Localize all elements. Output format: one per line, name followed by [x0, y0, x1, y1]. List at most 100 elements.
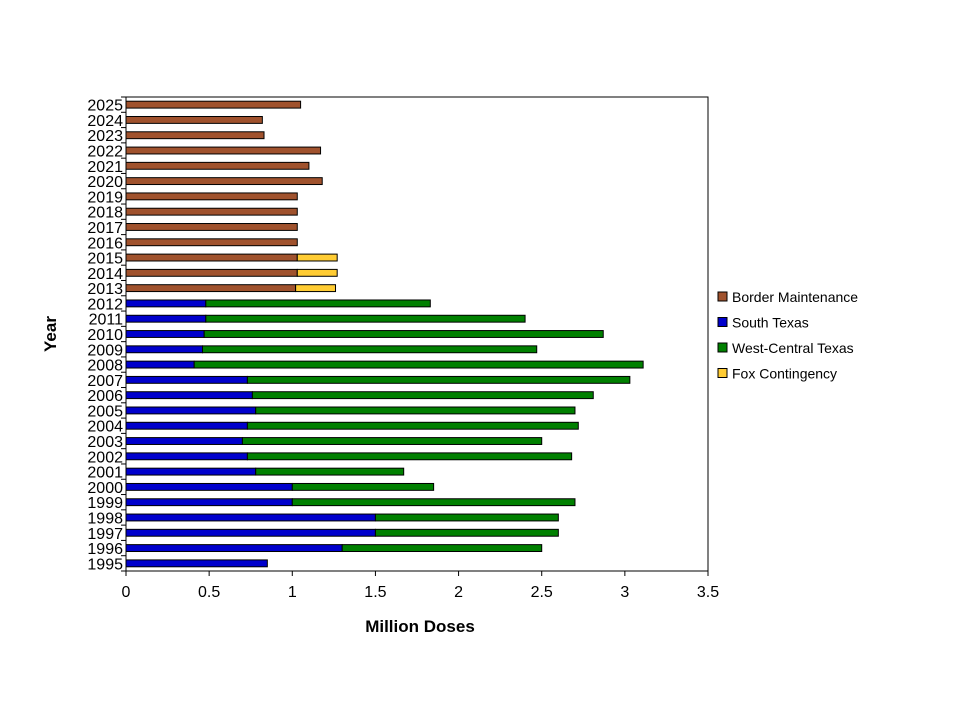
x-axis-ticks: 0 0.5 1 1.5 2 2.5 3 3.5 — [122, 571, 719, 601]
y-tick-label-2010: 2010 — [87, 327, 123, 344]
bar-1998-series-2 — [374, 513, 559, 522]
y-tick-label-2019: 2019 — [87, 189, 123, 206]
bar-2011-series-1 — [125, 314, 207, 323]
y-tick-label-1996: 1996 — [87, 541, 123, 558]
bar-2001-series-1 — [125, 467, 257, 476]
bar-2009-series-2 — [201, 345, 538, 354]
bar-2010-series-2 — [203, 330, 604, 338]
bar-2021-series-0 — [125, 161, 310, 170]
bar-2015-series-3 — [296, 253, 338, 262]
bar-1997-series-1 — [125, 528, 376, 537]
y-tick-label-1997: 1997 — [87, 526, 123, 543]
bar-2019-series-0 — [125, 192, 298, 201]
y-tick-label-2003: 2003 — [87, 434, 123, 451]
y-tick-label-2008: 2008 — [87, 358, 123, 375]
bar-2015-series-0 — [125, 253, 298, 262]
y-tick-label-1998: 1998 — [87, 510, 123, 527]
bar-2008-series-2 — [193, 360, 644, 369]
x-tick-label-2.5: 2.5 — [531, 584, 553, 601]
x-tick-label-3.5: 3.5 — [697, 584, 719, 601]
x-tick-label-1.5: 1.5 — [364, 584, 386, 601]
bar-2003-series-2 — [241, 437, 543, 445]
bar-2006-series-2 — [251, 391, 594, 400]
bar-2002-series-1 — [125, 452, 248, 461]
legend-label-3: Fox Contingency — [732, 366, 837, 382]
bar-2002-series-2 — [246, 452, 573, 461]
bar-1996-series-2 — [341, 544, 543, 553]
x-axis-title: Million Doses — [365, 617, 475, 636]
y-tick-label-1999: 1999 — [87, 495, 123, 512]
bar-2007-series-1 — [125, 375, 248, 384]
y-tick-label-2018: 2018 — [87, 205, 123, 222]
bar-2005-series-2 — [255, 406, 576, 415]
bar-2023-series-0 — [125, 131, 265, 140]
bar-2013-series-3 — [295, 284, 337, 293]
y-tick-label-2000: 2000 — [87, 480, 123, 497]
bar-2001-series-2 — [255, 467, 405, 476]
legend-swatch-3 — [717, 368, 728, 378]
y-tick-label-2021: 2021 — [87, 159, 123, 176]
bar-2012-series-1 — [125, 299, 207, 308]
bar-2024-series-0 — [125, 115, 263, 124]
bar-group — [125, 100, 644, 568]
bar-2004-series-2 — [246, 421, 579, 430]
bar-2014-series-3 — [296, 268, 338, 277]
bar-2012-series-2 — [205, 299, 431, 308]
y-tick-label-2025: 2025 — [87, 98, 123, 115]
y-tick-label-2004: 2004 — [87, 419, 123, 436]
bar-1999-series-1 — [125, 498, 293, 507]
legend-label-1: South Texas — [732, 315, 809, 331]
bar-1997-series-2 — [374, 528, 559, 537]
bar-2009-series-1 — [125, 345, 203, 354]
bar-2022-series-0 — [125, 146, 322, 155]
y-axis-ticks: 1995199619971998199920002001200220032004… — [87, 96, 126, 573]
y-tick-label-2015: 2015 — [87, 251, 123, 268]
y-tick-label-2023: 2023 — [87, 128, 123, 145]
y-tick-label-2024: 2024 — [87, 113, 123, 130]
x-tick-label-0: 0 — [122, 584, 131, 601]
legend-label-2: West-Central Texas — [732, 340, 854, 356]
x-tick-label-3: 3 — [620, 584, 629, 601]
bar-1998-series-1 — [125, 513, 376, 522]
legend-swatch-2 — [717, 342, 728, 353]
y-tick-label-2014: 2014 — [87, 266, 123, 283]
y-tick-label-2013: 2013 — [87, 281, 123, 298]
y-tick-label-2001: 2001 — [87, 465, 123, 482]
y-tick-label-2012: 2012 — [87, 296, 123, 313]
y-tick-label-2022: 2022 — [87, 144, 123, 161]
y-tick-label-1995: 1995 — [87, 556, 123, 573]
bar-2018-series-0 — [125, 207, 298, 216]
y-tick-label-2011: 2011 — [89, 312, 124, 329]
bar-2011-series-2 — [205, 314, 526, 323]
bar-2005-series-1 — [125, 406, 257, 415]
bar-2000-series-2 — [291, 482, 435, 491]
bar-2025-series-0 — [125, 100, 302, 109]
y-axis-title: Year — [41, 316, 60, 352]
bar-2013-series-0 — [125, 284, 297, 293]
bar-1999-series-2 — [291, 498, 576, 507]
y-tick-label-2009: 2009 — [87, 342, 123, 359]
x-tick-label-0.5: 0.5 — [198, 584, 220, 601]
y-tick-label-2020: 2020 — [87, 174, 123, 191]
y-tick-label-2002: 2002 — [87, 449, 123, 466]
bar-2004-series-1 — [125, 421, 248, 430]
bar-1995-series-1 — [125, 559, 268, 568]
bar-2017-series-0 — [125, 223, 298, 231]
y-tick-label-2016: 2016 — [87, 235, 123, 252]
x-tick-label-1: 1 — [288, 584, 297, 601]
legend-label-0: Border Maintenance — [732, 289, 858, 305]
bar-2003-series-1 — [125, 437, 243, 445]
y-tick-label-2017: 2017 — [87, 220, 123, 237]
bar-2010-series-1 — [125, 330, 205, 338]
bar-2006-series-1 — [125, 391, 253, 400]
bar-2016-series-0 — [125, 238, 298, 247]
bar-2014-series-0 — [125, 268, 298, 277]
y-tick-label-2006: 2006 — [87, 388, 123, 405]
legend-swatch-0 — [717, 291, 728, 302]
bar-2007-series-2 — [246, 375, 631, 384]
bar-1996-series-1 — [125, 544, 343, 553]
y-tick-label-2005: 2005 — [87, 403, 123, 420]
bar-2000-series-1 — [125, 482, 293, 491]
x-tick-label-2: 2 — [454, 584, 463, 601]
